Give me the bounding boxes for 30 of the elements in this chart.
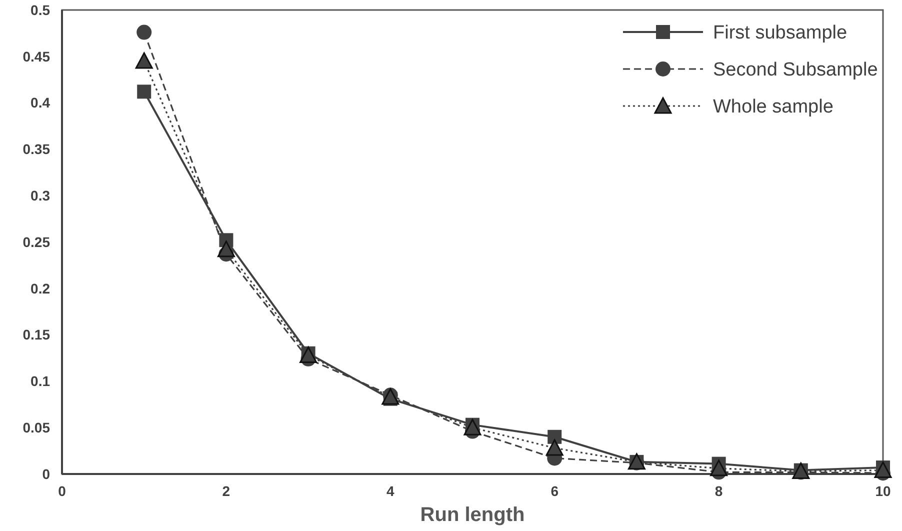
- y-tick-label: 0.3: [30, 188, 50, 204]
- y-tick-label: 0.05: [22, 420, 50, 436]
- x-tick-label: 8: [714, 483, 723, 499]
- x-tick-label: 10: [875, 483, 891, 499]
- y-tick-label: 0.4: [30, 94, 50, 111]
- y-tick-label: 0.15: [22, 326, 50, 343]
- y-tick-label: 0.5: [30, 2, 50, 18]
- y-tick-label: 0.1: [30, 373, 50, 390]
- point: [136, 24, 152, 40]
- point: [548, 430, 562, 444]
- y-tick-label: 0.35: [22, 141, 50, 158]
- x-tick-label: 2: [222, 483, 230, 499]
- point: [217, 240, 235, 258]
- point: [135, 52, 153, 69]
- x-axis-title: Run length: [420, 504, 525, 526]
- legend-label: Whole sample: [713, 96, 834, 118]
- legend-label: First subsample: [713, 22, 848, 44]
- point: [137, 84, 152, 99]
- y-tick-label: 0: [42, 466, 50, 482]
- point: [546, 439, 564, 456]
- x-tick-label: 4: [386, 483, 394, 499]
- point: [710, 460, 728, 476]
- y-tick-label: 0.45: [22, 48, 50, 64]
- legend-label: Second Subsample: [713, 60, 878, 81]
- point: [874, 462, 892, 478]
- x-tick-label: 0: [58, 483, 66, 499]
- y-tick-label: 0.2: [30, 280, 50, 296]
- y-tick-label: 0.25: [22, 234, 50, 250]
- x-tick-label: 6: [550, 483, 559, 499]
- point: [464, 418, 482, 436]
